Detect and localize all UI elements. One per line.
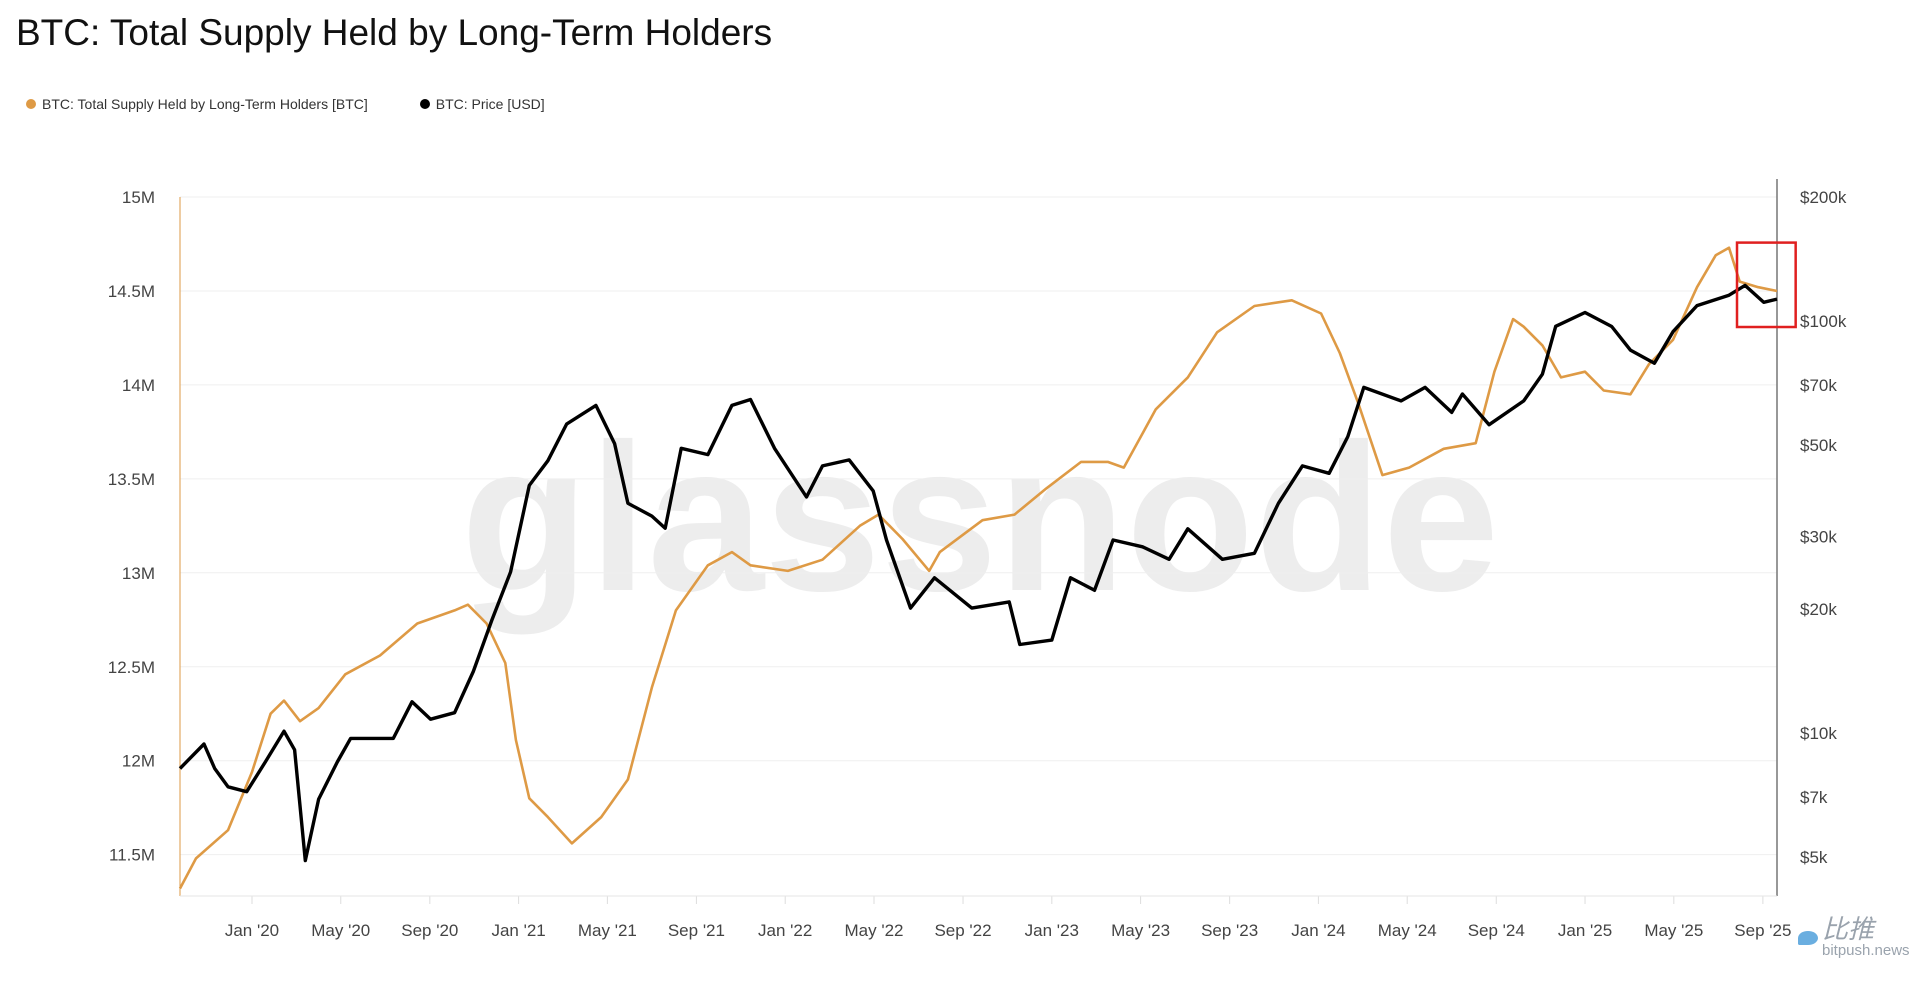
right-tick-label: $7k bbox=[1800, 788, 1828, 807]
lth-supply-line bbox=[178, 246, 1778, 890]
x-tick-label: May '21 bbox=[578, 921, 637, 940]
bitpush-badge: 比推 bitpush.news bbox=[1798, 916, 1910, 959]
right-tick-label: $30k bbox=[1800, 527, 1837, 546]
bitpush-cn: 比推 bbox=[1822, 914, 1875, 944]
right-tick-label: $50k bbox=[1800, 436, 1837, 455]
right-tick-label: $10k bbox=[1800, 724, 1837, 743]
left-tick-label: 14.5M bbox=[108, 282, 155, 301]
x-tick-label: Jan '23 bbox=[1025, 921, 1079, 940]
x-tick-label: May '23 bbox=[1111, 921, 1170, 940]
left-tick-label: 12M bbox=[122, 752, 155, 771]
x-tick-label: Sep '21 bbox=[668, 921, 725, 940]
highlight-box bbox=[1735, 241, 1797, 329]
chart-title: BTC: Total Supply Held by Long-Term Hold… bbox=[16, 12, 773, 53]
x-tick-label: Jan '24 bbox=[1291, 921, 1345, 940]
x-tick-label: Sep '22 bbox=[934, 921, 991, 940]
x-tick-label: Jan '20 bbox=[225, 921, 279, 940]
x-tick-label: Jan '21 bbox=[491, 921, 545, 940]
bitpush-en: bitpush.news bbox=[1822, 942, 1910, 959]
right-tick-label: $100k bbox=[1800, 312, 1847, 331]
legend-dot-black bbox=[419, 99, 430, 109]
left-tick-label: 11.5M bbox=[109, 846, 155, 865]
legend-label: BTC: Price [USD] bbox=[435, 96, 545, 112]
left-tick-label: 13M bbox=[122, 564, 155, 583]
legend-label: BTC: Total Supply Held by Long-Term Hold… bbox=[42, 96, 368, 112]
x-tick-label: May '25 bbox=[1644, 921, 1703, 940]
legend-item-lth-supply[interactable]: BTC: Total Supply Held by Long-Term Hold… bbox=[26, 96, 368, 112]
x-tick-label: Jan '22 bbox=[758, 921, 812, 940]
right-tick-label: $70k bbox=[1800, 376, 1837, 395]
x-tick-label: Sep '23 bbox=[1201, 921, 1258, 940]
glassnode-watermark: glassnode bbox=[461, 400, 1500, 635]
x-tick-label: May '24 bbox=[1378, 921, 1437, 940]
right-tick-label: $20k bbox=[1800, 600, 1837, 619]
right-tick-label: $5k bbox=[1800, 848, 1828, 867]
left-tick-label: 12.5M bbox=[108, 658, 155, 677]
bird-icon bbox=[1798, 930, 1818, 945]
left-tick-label: 13.5M bbox=[108, 470, 155, 489]
x-tick-label: May '20 bbox=[311, 921, 370, 940]
x-tick-label: Sep '20 bbox=[401, 921, 458, 940]
x-tick-label: May '22 bbox=[844, 921, 903, 940]
x-tick-label: Sep '24 bbox=[1468, 921, 1525, 940]
price-line bbox=[178, 283, 1778, 863]
legend: BTC: Total Supply Held by Long-Term Hold… bbox=[26, 96, 545, 112]
left-tick-label: 15M bbox=[122, 188, 155, 207]
legend-dot-orange bbox=[26, 99, 36, 109]
right-tick-label: $200k bbox=[1800, 188, 1847, 207]
x-tick-label: Jan '25 bbox=[1558, 921, 1612, 940]
left-tick-label: 14M bbox=[122, 376, 155, 395]
legend-item-price[interactable]: BTC: Price [USD] bbox=[419, 96, 545, 112]
x-tick-label: Sep '25 bbox=[1734, 921, 1791, 940]
